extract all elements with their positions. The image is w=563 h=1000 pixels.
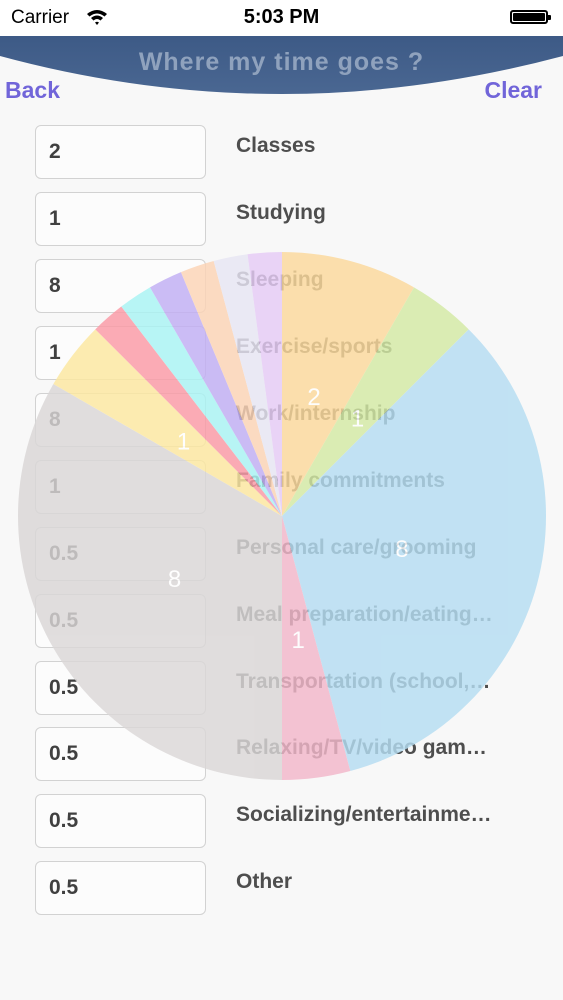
- activity-label: Relaxing/TV/video gam…: [236, 736, 487, 759]
- hours-input[interactable]: [35, 326, 206, 380]
- hours-input[interactable]: [35, 594, 206, 648]
- activity-label: Socializing/entertainme…: [236, 803, 492, 826]
- list-item: Other: [0, 861, 563, 915]
- wifi-icon: [86, 8, 108, 31]
- page-title: Where my time goes ?: [138, 48, 425, 76]
- activity-label: Other: [236, 870, 293, 893]
- hours-input[interactable]: [35, 460, 206, 514]
- activity-label: Personal care/grooming: [236, 536, 477, 559]
- hours-input[interactable]: [35, 125, 206, 179]
- hours-input[interactable]: [35, 192, 206, 246]
- list-item: Studying: [0, 192, 563, 246]
- activity-label: Sleeping: [236, 268, 324, 291]
- hours-input[interactable]: [35, 794, 206, 848]
- carrier-name: Carrier: [11, 7, 70, 28]
- list-item: Meal preparation/eating…: [0, 594, 563, 648]
- list-item: Transportation (school,…: [0, 661, 563, 715]
- list-item: Work/internship: [0, 393, 563, 447]
- header-banner: [0, 36, 563, 94]
- clear-button[interactable]: Clear: [484, 77, 542, 103]
- status-bar: Carrier 5:03 PM: [0, 0, 563, 36]
- back-button[interactable]: Back: [5, 77, 60, 103]
- activity-label: Transportation (school,…: [236, 670, 491, 693]
- battery-icon: [510, 10, 551, 24]
- list-item: Relaxing/TV/video gam…: [0, 727, 563, 781]
- list-item: Personal care/grooming: [0, 527, 563, 581]
- activity-label: Studying: [236, 201, 326, 224]
- activity-label: Exercise/sports: [236, 335, 393, 358]
- hours-input[interactable]: [35, 259, 206, 313]
- activity-label: Work/internship: [236, 402, 396, 425]
- activity-label: Family commitments: [236, 469, 445, 492]
- activity-label: Meal preparation/eating…: [236, 603, 493, 626]
- hours-input[interactable]: [35, 393, 206, 447]
- hours-input[interactable]: [35, 661, 206, 715]
- clock-time: 5:03 PM: [243, 6, 320, 28]
- list-item: Sleeping: [0, 259, 563, 313]
- list-item: Family commitments: [0, 460, 563, 514]
- hours-input[interactable]: [35, 527, 206, 581]
- list-item: Classes: [0, 125, 563, 179]
- hours-input[interactable]: [35, 861, 206, 915]
- list-item: Exercise/sports: [0, 326, 563, 380]
- hours-input[interactable]: [35, 727, 206, 781]
- activity-label: Classes: [236, 134, 316, 157]
- list-item: Socializing/entertainme…: [0, 794, 563, 848]
